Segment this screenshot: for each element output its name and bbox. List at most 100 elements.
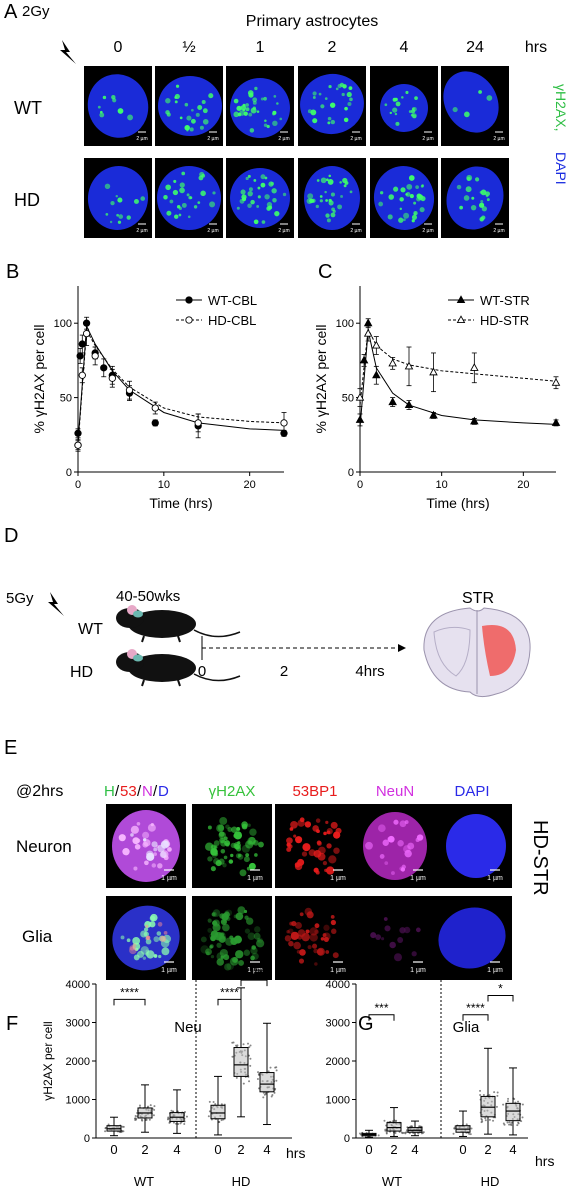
- signal-spot: [389, 941, 396, 949]
- micrograph-cell: 2 µm: [226, 158, 294, 238]
- focus-dot: [117, 108, 124, 114]
- focus-dot: [395, 121, 400, 126]
- focus-dot: [190, 118, 196, 124]
- data-point: [235, 1076, 238, 1079]
- focus-dot: [178, 213, 182, 217]
- signal-spot: [330, 919, 337, 926]
- focus-dot: [327, 179, 334, 185]
- x-tick-label: 0: [357, 479, 363, 491]
- y-tick-label: 0: [344, 1133, 350, 1145]
- signal-spot: [219, 913, 225, 919]
- signal-spot: [228, 859, 234, 864]
- series-0: [74, 316, 288, 451]
- signal-spot: [307, 945, 312, 950]
- data-point: [480, 1117, 483, 1120]
- data-point: [82, 329, 91, 338]
- mouse-hd-icon: [116, 649, 241, 687]
- merge-header-part: /: [115, 783, 120, 800]
- focus-dot: [256, 205, 260, 208]
- signal-spot: [146, 950, 155, 959]
- box: [207, 1075, 226, 1136]
- data-point: [220, 1119, 223, 1122]
- signal-spot: [241, 823, 248, 830]
- scalebar-label: 2 µm: [493, 228, 504, 234]
- signal-spot: [296, 949, 301, 954]
- focus-dot: [184, 102, 189, 107]
- mouse-brain: [133, 654, 143, 662]
- group-label: WT: [134, 1174, 154, 1189]
- focus-dot: [387, 214, 393, 220]
- signal-spot: [223, 911, 230, 918]
- focus-dot: [248, 112, 253, 117]
- x-tick-label: 2: [484, 1142, 491, 1157]
- signal-spot: [225, 824, 230, 829]
- focus-dot: [349, 97, 353, 102]
- scalebar-label: 2 µm: [350, 228, 361, 234]
- timepoint-label: 0: [114, 39, 123, 56]
- scalebar-label: 2 µm: [422, 136, 433, 142]
- data-point: [493, 1091, 496, 1094]
- focus-dot: [173, 179, 177, 183]
- focus-dot: [403, 218, 406, 222]
- signal-spot: [381, 937, 385, 941]
- signal-spot: [219, 817, 228, 825]
- signal-spot: [129, 946, 137, 955]
- focus-dot: [420, 184, 424, 188]
- focus-dot: [201, 173, 206, 178]
- channel-label: γH2AX: [209, 783, 256, 800]
- signal-spot: [312, 943, 318, 949]
- focus-dot: [248, 92, 254, 98]
- data-point: [145, 1118, 148, 1121]
- focus-dot: [272, 198, 277, 203]
- signal-spot: [143, 927, 149, 932]
- focus-dot: [186, 115, 192, 121]
- signal-spot: [210, 848, 218, 856]
- significance-label: ***: [374, 1001, 388, 1015]
- scalebar-label: 1 µm: [487, 875, 503, 882]
- signal-spot: [254, 853, 258, 857]
- brain-contour: [433, 626, 471, 677]
- signal-spot: [245, 853, 250, 857]
- focus-dot: [343, 117, 349, 123]
- focus-dot: [254, 86, 258, 91]
- focus-dot: [389, 111, 393, 115]
- signal-spot: [129, 945, 135, 951]
- signal-spot: [253, 932, 261, 940]
- data-point: [521, 1116, 524, 1119]
- scalebar-label: 2 µm: [207, 228, 218, 234]
- focus-dot: [233, 98, 239, 104]
- data-point: [388, 397, 397, 406]
- focus-dot: [109, 220, 113, 224]
- signal-spot: [313, 867, 319, 873]
- signal-spot: [244, 915, 249, 920]
- x-tick-label: 0: [214, 1142, 221, 1157]
- x-axis-label: Time (hrs): [426, 495, 489, 511]
- signal-spot: [387, 835, 395, 843]
- x-tick-label: 2: [141, 1142, 148, 1157]
- data-point: [231, 1055, 234, 1058]
- lightning-icon: [48, 592, 64, 616]
- focus-dot: [414, 96, 418, 100]
- significance-label: ****: [245, 966, 264, 980]
- focus-dot: [415, 185, 419, 189]
- merge-header-part: 53: [120, 783, 137, 800]
- data-point: [506, 1100, 509, 1103]
- panel-letter-e: E: [4, 737, 17, 759]
- micrograph-cell: 1 µm: [192, 804, 272, 888]
- signal-spot: [145, 935, 151, 941]
- signal-spot: [142, 956, 147, 960]
- data-point: [492, 1119, 495, 1122]
- timepoint-label: 2: [328, 39, 337, 56]
- scalebar-label: 1 µm: [247, 967, 263, 974]
- data-point: [420, 1132, 423, 1135]
- focus-dot: [174, 96, 178, 99]
- data-point: [484, 1117, 487, 1120]
- focus-dot: [240, 104, 247, 111]
- focus-dot: [257, 186, 261, 190]
- signal-spot: [247, 823, 251, 827]
- data-point: [502, 1122, 505, 1125]
- data-point: [151, 404, 159, 412]
- scalebar-label: 1 µm: [330, 875, 346, 882]
- dose-label: 2Gy: [22, 3, 50, 20]
- focus-dot: [339, 181, 342, 184]
